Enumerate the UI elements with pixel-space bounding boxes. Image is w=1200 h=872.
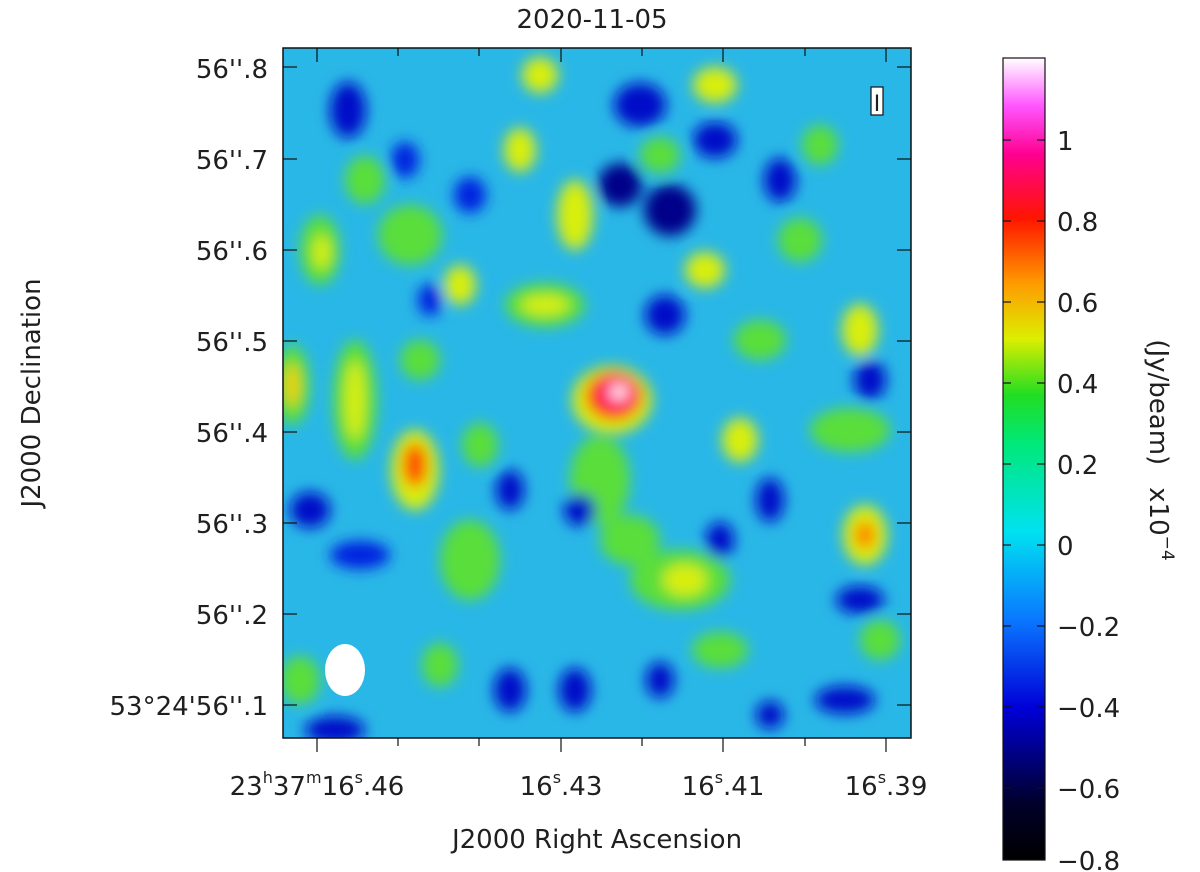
map-frame [282,47,912,739]
x-axis [316,48,887,752]
x-tick-label: 16s.43 [520,768,603,802]
colorbar-title: (Jy/beam)x10−4 [1143,339,1177,560]
y-tick-label: 56''.4 [196,419,268,449]
stokes-box [870,86,884,116]
y-tick-label: 53°24'56''.1 [109,692,268,722]
plot-title: 2020-11-05 [516,5,667,35]
colorbar-ticks [1003,139,1045,789]
x-tick-labels: 23h37m16s.46 16s.43 16s.41 16s.39 [230,768,928,802]
y-tick-labels: 56''.8 56''.7 56''.6 56''.5 56''.4 56''.… [109,55,268,722]
beam-ellipse [325,644,365,696]
y-tick-label: 56''.6 [196,237,268,267]
colorbar-tick-label: 0.8 [1057,208,1098,238]
x-tick-label: 16s.41 [682,768,765,802]
y-tick-label: 56''.7 [196,146,268,176]
colorbar-tick-label: 0.4 [1057,370,1098,400]
colorbar-tick-labels: 1 0.8 0.6 0.4 0.2 0 −0.2 −0.4 −0.6 −0.8 [1057,127,1120,872]
x-tick-label: 23h37m16s.46 [230,768,405,802]
intensity-map [283,48,911,738]
y-axis [283,66,911,706]
y-tick-label: 56''.2 [196,601,268,631]
colorbar-tick-label: 0 [1057,532,1074,562]
colorbar-tick-label: −0.2 [1057,613,1120,643]
x-axis-title: J2000 Right Ascension [450,825,742,855]
colorbar-tick-label: −0.8 [1057,847,1120,872]
colorbar-tick-label: −0.6 [1057,775,1120,805]
stokes-label: I [874,92,881,117]
colorbar-tick-label: −0.4 [1057,694,1120,724]
colorbar-tick-label: 0.6 [1057,289,1098,319]
y-tick-label: 56''.5 [196,328,268,358]
colorbar-tick-label: 1 [1057,127,1074,157]
y-axis-title: J2000 Declination [17,278,47,509]
colorbar-tick-label: 0.2 [1057,451,1098,481]
x-tick-label: 16s.39 [845,768,928,802]
y-tick-label: 56''.3 [196,510,268,540]
colorbar [1002,57,1046,861]
y-tick-label: 56''.8 [196,55,268,85]
